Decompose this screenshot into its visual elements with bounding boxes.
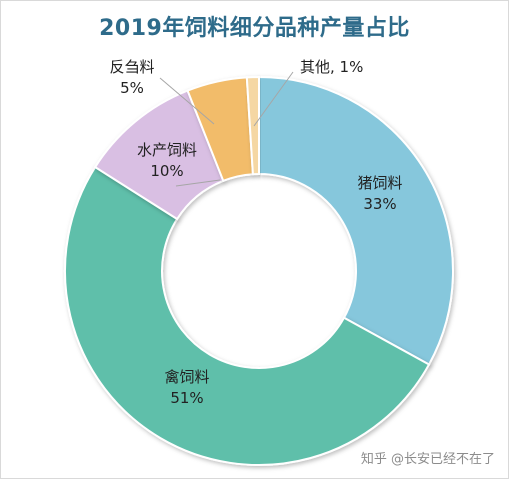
slice-label-2: 水产饲料 10% xyxy=(137,141,197,180)
slice-0 xyxy=(258,75,454,366)
slice-label-4: 其他, 1% xyxy=(300,58,363,76)
leader-line-2 xyxy=(175,179,221,187)
slice-4 xyxy=(245,75,260,176)
slice-label-1: 禽饲料 51% xyxy=(164,368,209,407)
leader-line-3 xyxy=(159,77,215,125)
slice-label-3: 反刍料 5% xyxy=(109,58,154,97)
chart-title: 2019年饲料细分品种产量占比 xyxy=(99,16,410,41)
watermark-text: 知乎 @长安已经不在了 xyxy=(360,452,495,467)
leader-line-4 xyxy=(253,71,294,127)
slice-1 xyxy=(64,165,431,466)
slice-label-0: 猪饲料 33% xyxy=(357,174,402,213)
